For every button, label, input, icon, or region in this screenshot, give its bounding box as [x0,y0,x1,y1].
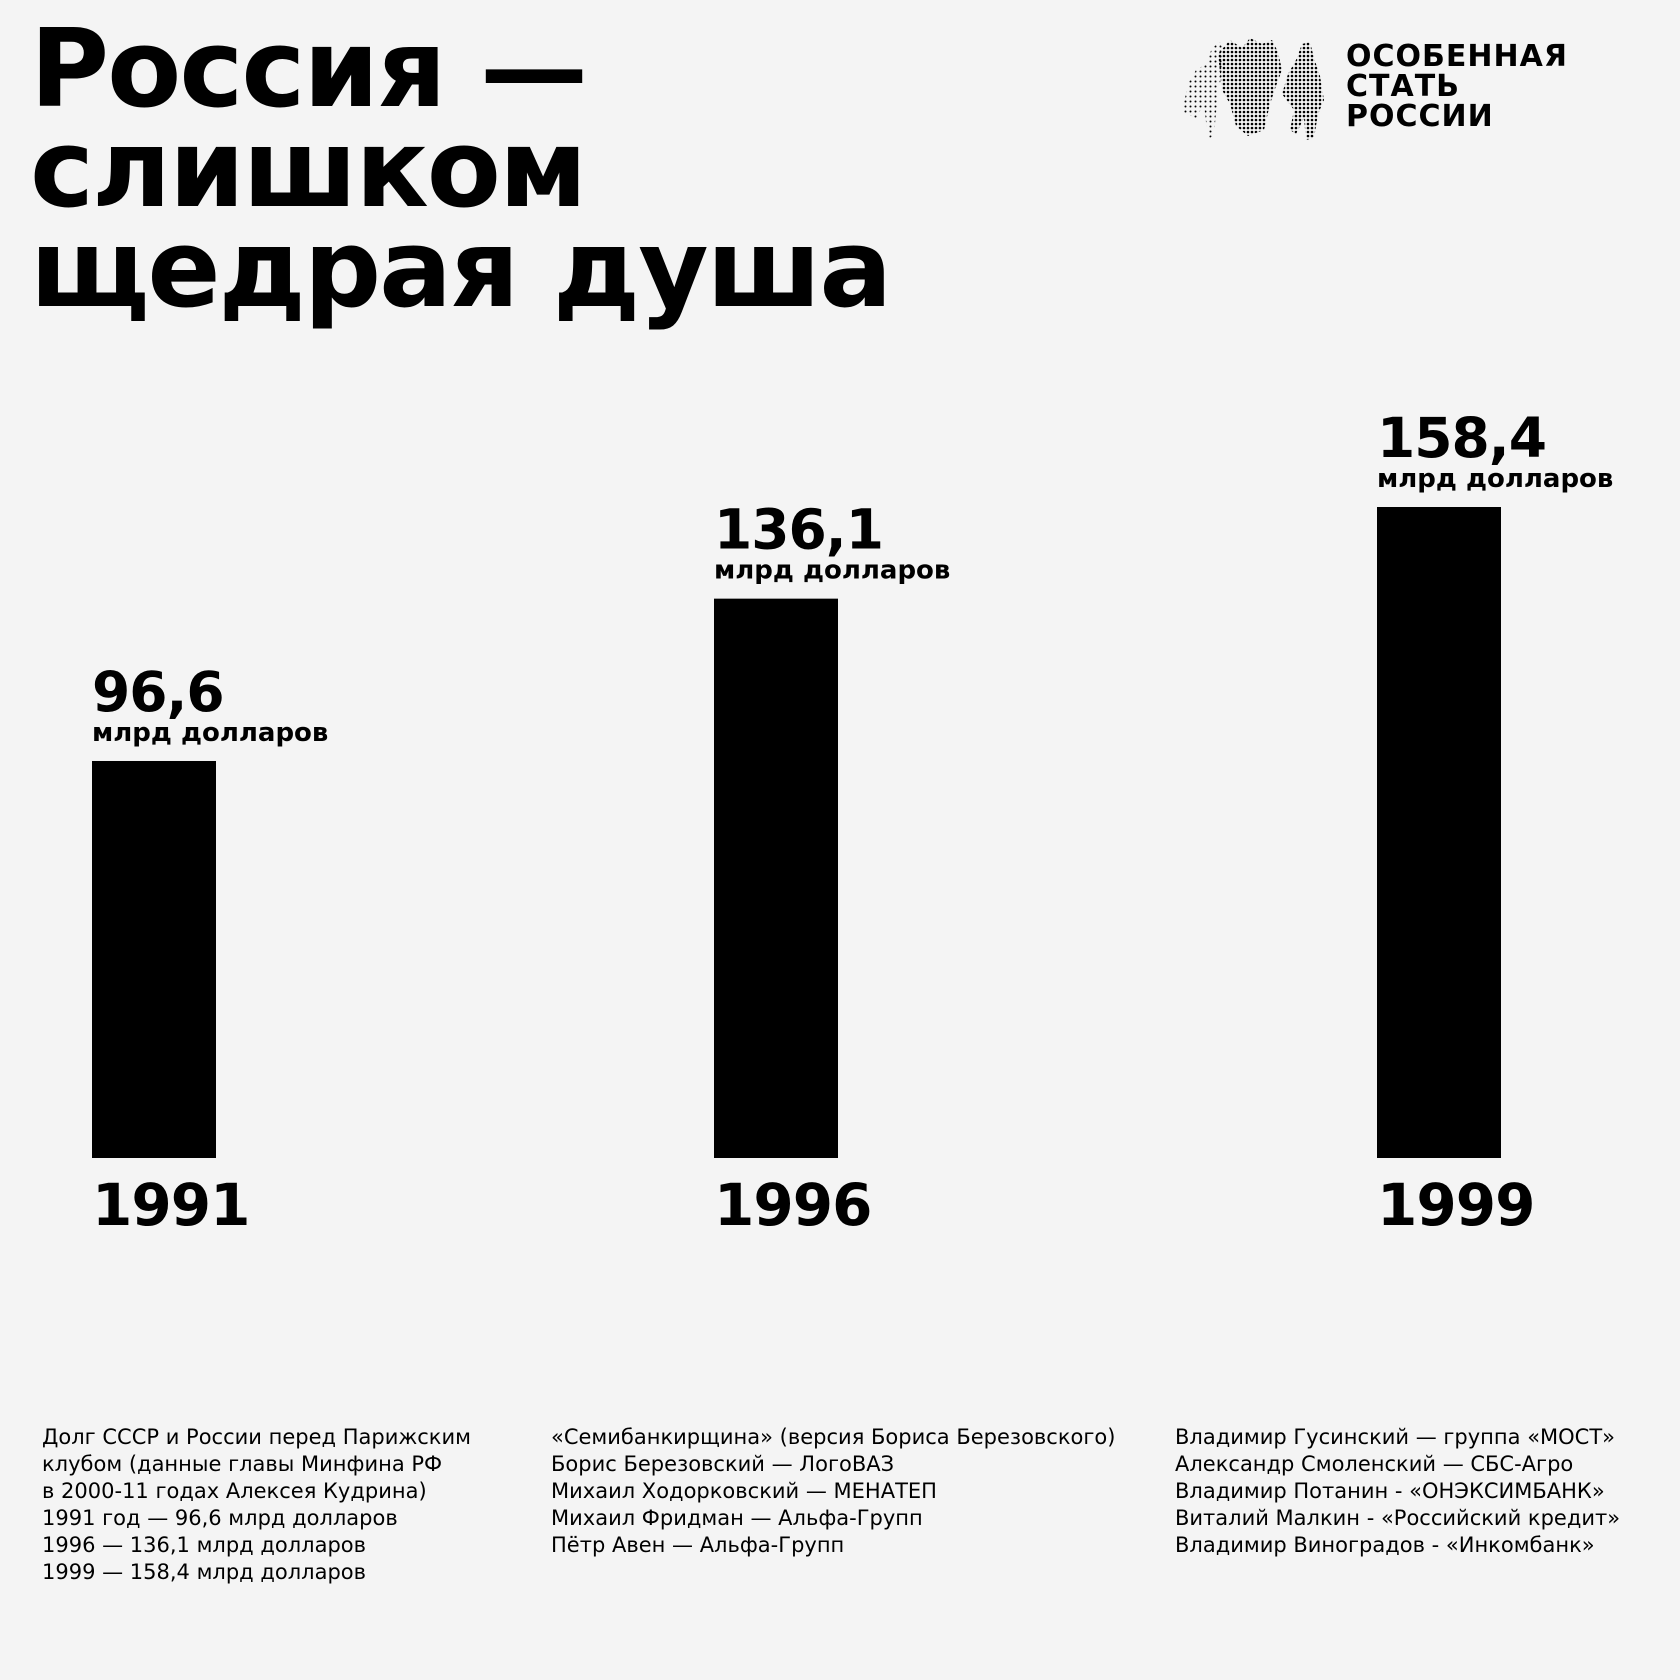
brand-logo: ОСОБЕННАЯ СТАТЬ РОССИИ [1178,34,1638,146]
logo-emblem-icon [1182,38,1324,140]
note-line: Владимир Потанин - «ОНЭКСИМБАНК» [1175,1479,1605,1503]
title-line-3: щедрая душа [30,207,892,332]
note-line: 1991 год — 96,6 млрд долларов [42,1506,398,1530]
category-label-1991: 1991 [92,1171,249,1239]
category-label-1999: 1999 [1377,1171,1534,1239]
note-line: 1996 — 136,1 млрд долларов [42,1533,367,1557]
note-line: 1999 — 158,4 млрд долларов [42,1560,367,1584]
notes-column-debt: Долг СССР и России перед Парижским клубо… [42,1424,471,1586]
note-line: Владимир Гусинский — группа «МОСТ» [1175,1425,1616,1449]
logo-line-3: РОССИИ [1346,99,1494,134]
value-label-1991: 96,6 [92,660,224,724]
value-label-1999: 158,4 [1377,406,1546,470]
note-line: Михаил Фридман — Альфа-Групп [551,1506,923,1530]
logo-line-2: СТАТЬ [1346,69,1461,104]
note-line: Владимир Виноградов - «Инкомбанк» [1175,1533,1595,1557]
bar-1999 [1377,507,1501,1158]
note-line: клубом (данные главы Минфина РФ [42,1452,443,1476]
note-line: Долг СССР и России перед Парижским [42,1425,471,1449]
title-line-1: Россия — [30,7,588,132]
bar-1991 [92,760,216,1158]
note-line: Виталий Малкин - «Российский кредит» [1175,1506,1621,1530]
logo-line-1: ОСОБЕННАЯ [1346,39,1568,74]
bar-1996 [714,598,838,1158]
note-line: «Семибанкирщина» (версия Бориса Березовс… [551,1425,1116,1449]
notes-column-bankers-2: Владимир Гусинский — группа «МОСТ» Алекс… [1175,1424,1620,1559]
value-label-1996: 136,1 [714,498,883,562]
note-line: в 2000-11 годах Алексея Кудрина) [42,1479,427,1503]
logo-wordmark: ОСОБЕННАЯ СТАТЬ РОССИИ [1346,42,1568,132]
notes-column-bankers-1: «Семибанкирщина» (версия Бориса Березовс… [551,1424,1115,1559]
note-line: Михаил Ходорковский — МЕНАТЕП [551,1479,937,1503]
note-line: Александр Смоленский — СБС-Агро [1175,1452,1574,1476]
note-line: Борис Березовский — ЛогоВАЗ [551,1452,895,1476]
title-line-2: слишком [30,107,587,232]
page-title: Россия — слишком щедрая душа [30,7,892,332]
note-line: Пётр Авен — Альфа-Групп [551,1533,845,1557]
unit-label-1991: млрд долларов [92,718,328,748]
category-label-1996: 1996 [714,1171,871,1239]
unit-label-1996: млрд долларов [714,556,950,586]
unit-label-1999: млрд долларов [1377,464,1613,494]
